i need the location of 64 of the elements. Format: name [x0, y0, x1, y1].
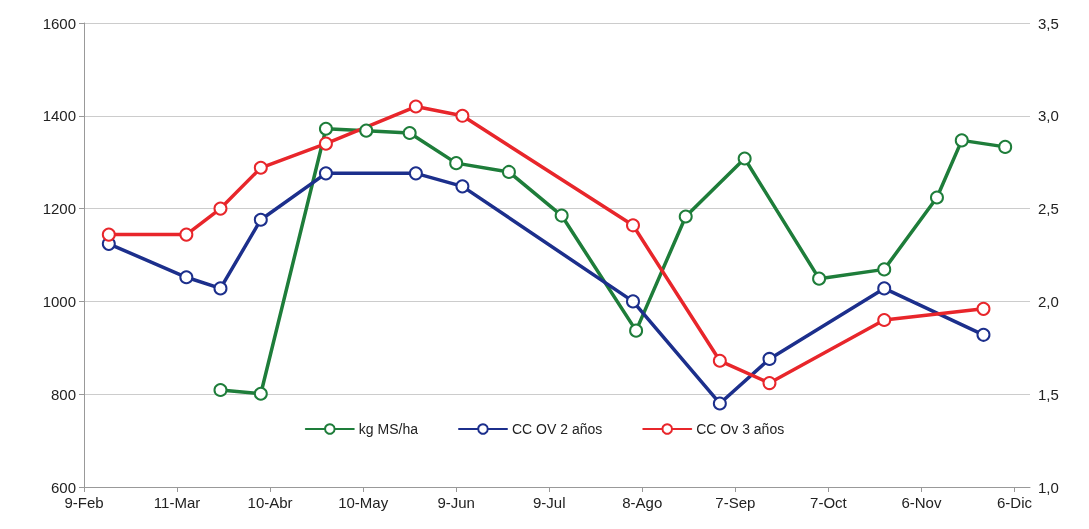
point [179, 227, 194, 242]
x-tick-label: 9-Jul [532, 494, 566, 511]
point [408, 99, 423, 114]
point [877, 312, 892, 327]
y2-tick-label: 3,5 [1038, 14, 1059, 32]
y2-tick-label: 1,5 [1038, 385, 1059, 403]
point [318, 136, 333, 151]
point [455, 108, 470, 123]
point [877, 262, 892, 277]
y-tick-label: 1000 [42, 292, 76, 310]
x-tick-label: 9-Jun [437, 494, 475, 511]
legend-label: kg MS/ha [358, 421, 419, 437]
point [318, 166, 333, 181]
point [629, 323, 644, 338]
point [253, 386, 268, 401]
point [179, 270, 194, 285]
point [253, 212, 268, 227]
point [213, 201, 228, 216]
y-tick-label: 1400 [42, 107, 76, 125]
point [762, 376, 777, 391]
y-tick-label: 1600 [42, 14, 76, 32]
point [455, 179, 470, 194]
point [626, 294, 640, 309]
point [877, 281, 892, 296]
point [678, 209, 693, 224]
point [213, 281, 228, 296]
x-tick-label: 6-Nov [901, 494, 942, 511]
point [712, 353, 727, 368]
y-tick-label: 800 [50, 385, 76, 403]
x-tick-label: 10-May [338, 494, 389, 511]
x-tick-label: 6-Dic [996, 494, 1033, 511]
legend-label: CC OV 2 años [511, 421, 603, 437]
y-tick-label: 1200 [42, 200, 76, 218]
point [501, 164, 516, 179]
point [253, 160, 268, 175]
point [954, 133, 969, 148]
y2-tick-label: 3,0 [1038, 107, 1059, 125]
x-tick-label: 7-Sep [715, 494, 756, 511]
x-tick-label: 10-Abr [247, 494, 293, 511]
point [737, 151, 752, 166]
point [626, 218, 640, 233]
x-tick-label: 7-Oct [810, 494, 848, 511]
point [318, 121, 333, 136]
point [213, 383, 228, 398]
point [929, 190, 944, 205]
point [359, 123, 374, 138]
point [712, 396, 727, 411]
point [449, 156, 464, 171]
point [402, 125, 417, 140]
y2-tick-label: 2,0 [1038, 292, 1059, 310]
point [976, 327, 991, 342]
point [554, 208, 569, 223]
x-tick-label: 11-Mar [153, 494, 201, 511]
point [998, 139, 1013, 154]
point [812, 271, 827, 286]
point [976, 301, 991, 316]
x-tick-label: 8-Ago [622, 494, 663, 511]
y2-tick-label: 1,0 [1038, 478, 1059, 496]
point [762, 351, 777, 366]
y-tick-label: 600 [50, 478, 76, 496]
x-tick-label: 9-Feb [64, 494, 104, 511]
point [408, 166, 423, 181]
legend-label: CC Ov 3 años [696, 421, 785, 437]
y2-tick-label: 2,5 [1038, 200, 1059, 218]
